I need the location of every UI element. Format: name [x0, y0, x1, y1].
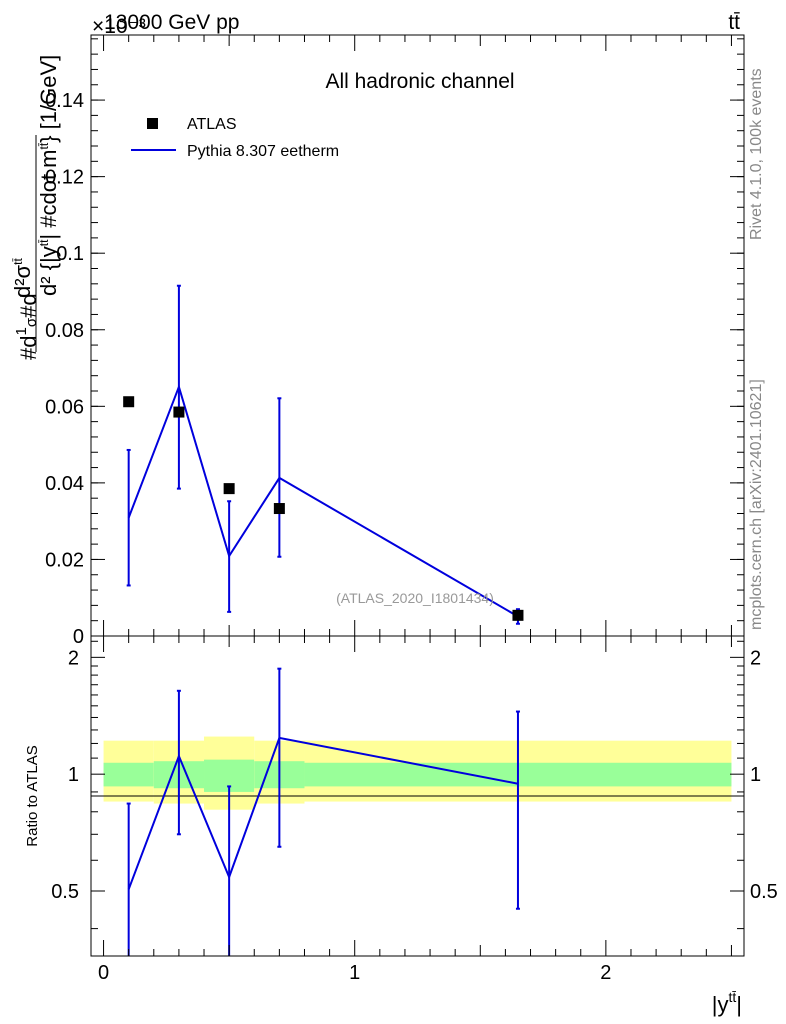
main-ytick-label: 0.06: [45, 396, 84, 418]
legend-label-atlas: ATLAS: [187, 116, 237, 133]
ratio-line: [127, 736, 519, 890]
main-panel: 0 0.02 0.04 0.06 0.08 0.1 0.12 0.14 13000 GeV p…: [10, 11, 745, 648]
top-right-label: tt̄: [728, 11, 740, 34]
ratio-xtick-label: 2: [600, 962, 611, 984]
rivet-label: Rivet 4.1.0, 100k events: [748, 68, 765, 240]
ratio-ytick-label-left: 1: [68, 764, 79, 786]
ratio-bands: [103, 736, 732, 810]
main-ytick-label: 0.1: [56, 243, 84, 265]
svg-text:d² {|ytt̄| #cdot mtt̄} [1/GeV]: d² {|ytt̄| #cdot mtt̄} [1/GeV]: [36, 55, 61, 296]
main-ytick-label: 0.02: [45, 549, 84, 571]
svg-text:d²σtt̄: d²σtt̄: [10, 258, 35, 298]
ratio-data: [126, 667, 520, 956]
ratio-ytick-label-left: 0.5: [51, 881, 79, 903]
legend-label-pythia: Pythia 8.307 eetherm: [187, 143, 339, 160]
plot-title: All hadronic channel: [325, 70, 514, 93]
x-axis-label: |ytt̄|: [712, 989, 742, 1017]
atlas-marker: [512, 609, 524, 621]
analysis-watermark: (ATLAS_2020_I1801434): [336, 590, 494, 606]
main-ytick-label: 0.12: [45, 167, 84, 189]
svg-text:#d1σ#d: #d1σ#d: [13, 293, 41, 360]
top-left-label: 13000 GeV pp: [104, 11, 239, 34]
pythia-line: [127, 383, 519, 618]
ratio-ytick-label-right: 0.5: [750, 881, 778, 903]
ratio-ytick-label-left: 2: [68, 647, 79, 669]
ratio-plot-frame: [90, 635, 745, 957]
atlas-marker: [173, 406, 185, 418]
ratio-xtick-label: 1: [349, 962, 360, 984]
main-data: [123, 284, 524, 625]
main-ytick-label: 0.14: [45, 90, 84, 112]
atlas-marker: [223, 483, 235, 495]
ratio-panel: 0.5 0.5 1 1 2 2 0 1 2 Ratio to ATLAS |ytt̄|: [24, 635, 778, 1017]
main-y-axis-label: #d1σ#d d²σtt̄ d² {|ytt̄| #cdot mtt̄} [1/…: [10, 55, 61, 360]
atlas-marker: [273, 503, 285, 515]
mcplots-label: mcplots.cern.ch [arXiv:2401.10621]: [748, 379, 765, 630]
main-ticks: 0 0.02 0.04 0.06 0.08 0.1 0.12 0.14: [45, 35, 744, 648]
ratio-ytick-label-right: 1: [750, 764, 761, 786]
main-ytick-label: 0.08: [45, 320, 84, 342]
ratio-y-axis-label: Ratio to ATLAS: [24, 745, 41, 846]
ratio-xtick-label: 0: [98, 962, 109, 984]
ratio-ticks: 0.5 0.5 1 1 2 2 0 1 2: [51, 636, 778, 984]
ratio-band-green: [103, 762, 154, 787]
main-ytick-label: 0.04: [45, 473, 84, 495]
exponent-label: ×10⁻³: [92, 15, 146, 38]
atlas-marker: [123, 396, 135, 408]
legend: ATLAS Pythia 8.307 eetherm: [131, 116, 339, 160]
ratio-ytick-label-right: 2: [750, 647, 761, 669]
legend-marker-atlas: [147, 118, 158, 129]
main-ytick-label: 0: [73, 626, 84, 648]
